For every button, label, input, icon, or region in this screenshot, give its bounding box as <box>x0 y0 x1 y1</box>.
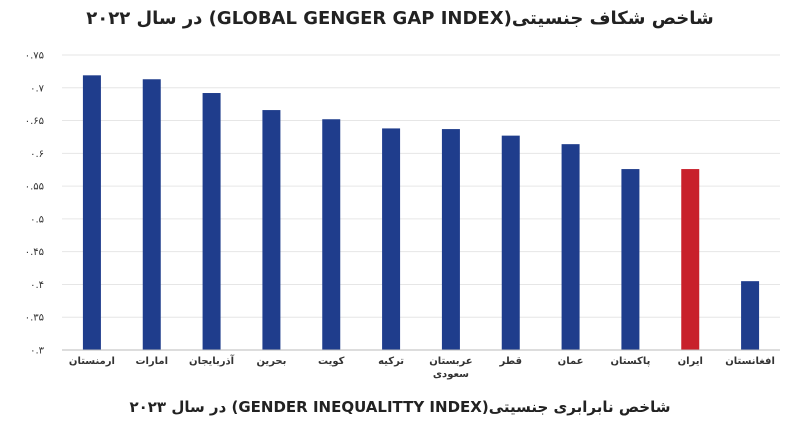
x-tick-label: ارمنستان <box>69 356 115 367</box>
x-tick-label-line: بحرین <box>256 356 286 367</box>
bar <box>82 75 101 351</box>
bar <box>382 128 401 350</box>
footer-caption: شاخص نابرابری جنسیتی(GENDER INEQUALITTY … <box>129 398 671 416</box>
grid-lines <box>62 54 780 351</box>
y-tick-label: ۰.۵۵ <box>25 182 44 193</box>
x-tick-label-line: سعودی <box>433 369 469 380</box>
bar <box>262 110 281 350</box>
x-tick-label: عمان <box>558 356 584 367</box>
bar <box>741 281 760 350</box>
bar <box>142 79 161 350</box>
x-tick-label-line: عربستان <box>429 356 472 367</box>
x-tick-label-line: ترکیه <box>378 356 404 367</box>
bar <box>681 169 700 350</box>
x-tick-label: ترکیه <box>378 356 404 367</box>
bar <box>621 169 640 350</box>
bar <box>441 129 460 350</box>
x-tick-label: قطر <box>498 356 522 367</box>
x-tick-label: کویت <box>318 356 345 367</box>
y-tick-label: ۰.۴۵ <box>25 247 44 258</box>
x-tick-label: ایران <box>678 356 703 367</box>
y-tick-label: ۰.۷ <box>30 83 45 94</box>
x-tick-label: بحرین <box>256 356 286 367</box>
x-tick-label-line: افغانستان <box>725 356 775 367</box>
bars <box>82 75 760 351</box>
y-tick-label: ۰.۴ <box>30 280 44 291</box>
x-tick-label-line: کویت <box>318 356 345 367</box>
x-tick-label-line: آذربایجان <box>189 354 235 367</box>
x-axis-labels: ارمنستان امارات آذربایجان بحرین کویت ترکیه عرب… <box>69 354 775 380</box>
x-tick-label: امارات <box>135 356 168 367</box>
chart-title: شاخص شکاف جنسیتی(GLOBAL GENGER GAP INDEX… <box>86 8 714 29</box>
y-tick-label: ۰.۷۵ <box>25 51 44 62</box>
y-tick-label: ۰.۵ <box>30 214 44 225</box>
x-tick-label-line: ایران <box>678 356 703 367</box>
y-tick-label: ۰.۳ <box>30 346 45 357</box>
x-tick-label-line: پاکستان <box>610 356 650 367</box>
bar <box>322 119 341 350</box>
x-tick-label: آذربایجان <box>189 354 235 367</box>
y-tick-label: ۰.۳۵ <box>25 313 44 324</box>
y-tick-label: ۰.۶۵ <box>25 116 44 127</box>
x-tick-label: عربستان سعودی <box>429 356 472 380</box>
x-tick-label: افغانستان <box>725 356 775 367</box>
x-tick-label-line: عمان <box>558 356 584 367</box>
x-tick-label-line: امارات <box>135 356 168 367</box>
x-tick-label-line: قطر <box>498 356 522 367</box>
y-tick-label: ۰.۶ <box>30 149 44 160</box>
y-axis-ticks: ۰.۳ ۰.۳۵ ۰.۴ ۰.۴۵ ۰.۵ ۰.۵۵ ۰.۶ ۰.۶۵ ۰.۷ ۰.۷۵ <box>25 51 45 357</box>
x-tick-label-line: ارمنستان <box>69 356 115 367</box>
bar <box>501 135 520 350</box>
x-tick-label: پاکستان <box>610 356 650 367</box>
bar <box>202 93 221 351</box>
bar <box>561 144 580 350</box>
